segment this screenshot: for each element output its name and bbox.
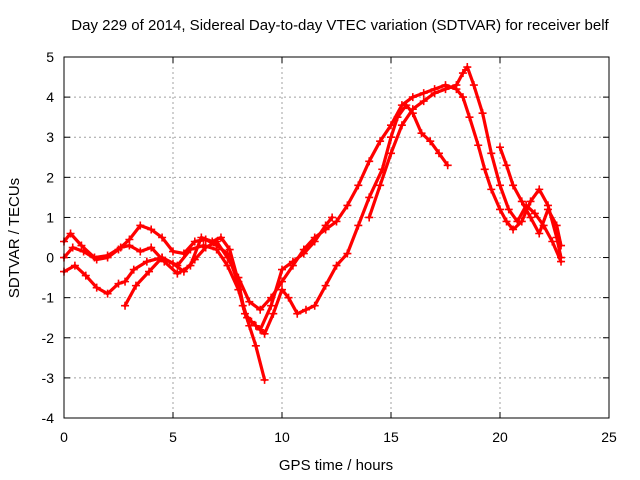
series-line (62, 215, 334, 332)
y-tick-label: 5 (46, 49, 54, 65)
y-tick-label: -2 (42, 330, 55, 346)
y-axis-label: SDTVAR / TECUs (6, 178, 23, 298)
series-line (498, 145, 563, 248)
y-tick-label: 3 (46, 129, 54, 145)
y-tick-label: 4 (46, 89, 54, 105)
x-axis-label: GPS time / hours (279, 457, 393, 474)
x-tick-label: 25 (601, 429, 617, 445)
series-track-5 (365, 63, 566, 266)
x-tick-label: 15 (383, 429, 399, 445)
plus-markers (121, 81, 566, 314)
y-tick-label: 0 (46, 250, 54, 266)
plus-markers (60, 101, 452, 338)
x-tick-labels: 0 5 10 15 20 25 (60, 429, 617, 445)
x-tick-label: 0 (60, 429, 68, 445)
y-tick-labels: -4 -3 -2 -1 0 1 2 3 4 5 (42, 49, 55, 426)
series-track-1 (60, 213, 337, 334)
chart-title: Day 229 of 2014, Sidereal Day-to-day VTE… (71, 17, 609, 34)
series-line (62, 103, 450, 336)
y-tick-label: 1 (46, 209, 54, 225)
series-track-3 (60, 101, 452, 338)
y-tick-label: -3 (42, 370, 55, 386)
plus-markers (60, 221, 269, 384)
series-line (62, 223, 267, 382)
series-track-2 (60, 221, 269, 384)
y-tick-label: -4 (42, 410, 55, 426)
series-track-6 (496, 143, 566, 250)
plus-markers (60, 213, 337, 334)
series-track-4 (121, 81, 566, 314)
y-tick-label: 2 (46, 169, 54, 185)
data-series (60, 63, 566, 384)
axis-ticks (63, 56, 610, 419)
grid-lines (64, 57, 609, 418)
series-line (367, 65, 563, 264)
x-tick-label: 5 (169, 429, 177, 445)
x-tick-label: 10 (274, 429, 290, 445)
y-tick-label: -1 (42, 290, 55, 306)
plus-markers (365, 63, 566, 266)
x-tick-label: 20 (492, 429, 508, 445)
plot-frame (63, 56, 610, 419)
series-line (123, 83, 563, 312)
